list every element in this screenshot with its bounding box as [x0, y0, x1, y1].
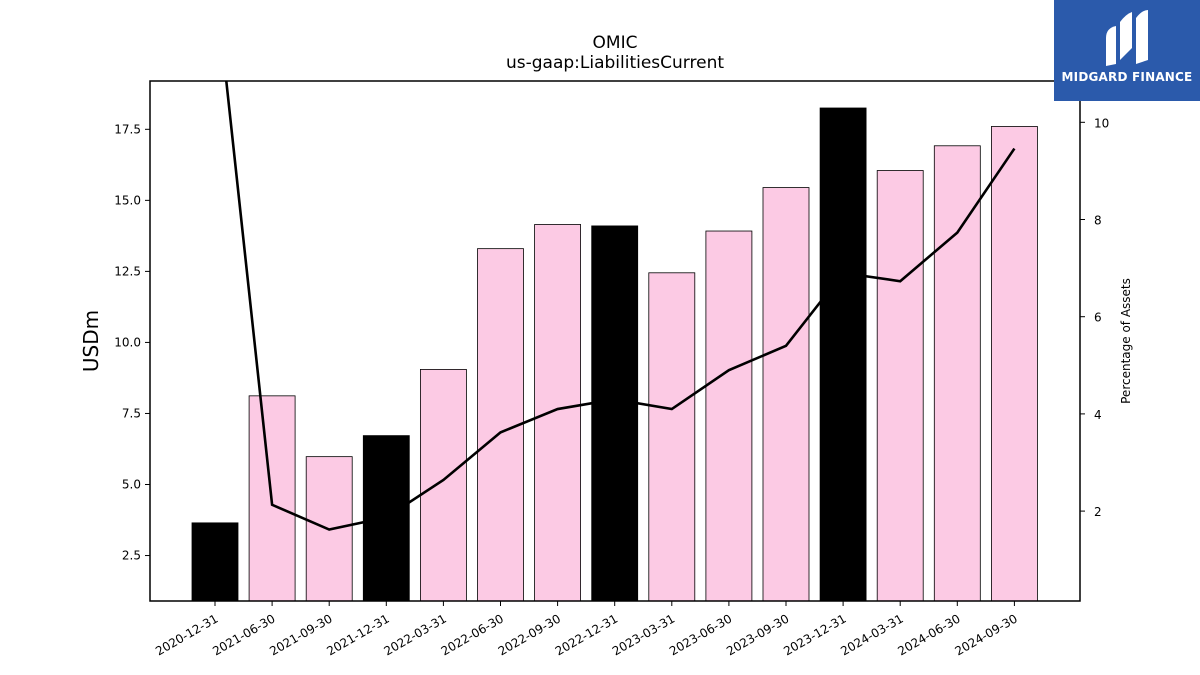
x-tick-label: 2023-09-30 — [724, 611, 791, 658]
y-tick-label: 17.5 — [114, 122, 141, 136]
y-tick-label: 2.5 — [122, 549, 141, 563]
bar-2024-03-31 — [876, 170, 924, 602]
x-tick-label: 2021-09-30 — [267, 611, 334, 658]
x-tick-label: 2022-06-30 — [439, 611, 506, 658]
bar-2024-09-30 — [991, 126, 1038, 602]
bar-2022-09-30 — [534, 224, 581, 602]
bar-2022-12-31 — [591, 225, 639, 602]
y-tick-label: 7.5 — [122, 406, 141, 420]
bar-2023-03-31 — [648, 272, 696, 602]
bar-2023-09-30 — [762, 187, 810, 602]
y-axis-label: USDm — [79, 310, 103, 372]
y2-tick-label: 8 — [1094, 214, 1102, 228]
bar-2023-06-30 — [705, 230, 753, 602]
x-tick-label: 2022-09-30 — [496, 611, 563, 658]
x-tick-label: 2023-12-31 — [781, 611, 848, 658]
y2-tick-label: 10 — [1094, 116, 1109, 130]
x-tick-label: 2022-12-31 — [553, 611, 620, 658]
bar-2024-06-30 — [933, 145, 981, 602]
bar-2020-12-31 — [191, 522, 239, 602]
x-tick-label: 2023-03-31 — [610, 611, 677, 658]
x-tick-label: 2022-03-31 — [381, 611, 448, 658]
chart-title: OMIC — [593, 33, 638, 53]
bar-2023-12-31 — [819, 107, 867, 602]
y-axis-left: 2.5 5.0 7.5 10.0 12.5 15.0 17.5 — [114, 122, 150, 563]
x-tick-label: 2021-06-30 — [210, 611, 277, 658]
y-tick-label: 12.5 — [114, 264, 141, 278]
x-axis: 2020-12-312021-06-302021-09-302021-12-31… — [153, 601, 1020, 658]
percentage-line — [224, 81, 1016, 531]
x-tick-label: 2024-03-31 — [838, 611, 905, 658]
x-tick-label: 2024-09-30 — [952, 611, 1019, 658]
x-tick-label: 2020-12-31 — [153, 611, 220, 658]
brand-logo: MIDGARD FINANCE — [1054, 0, 1200, 101]
y2-tick-label: 4 — [1094, 408, 1102, 422]
bar-2022-03-31 — [419, 369, 467, 602]
y2-axis-label: Percentage of Assets — [1119, 278, 1133, 404]
y-tick-label: 10.0 — [114, 335, 141, 349]
y-axis-right: 2 4 6 8 10 — [1080, 116, 1109, 519]
y-tick-label: 15.0 — [114, 193, 141, 207]
x-tick-label: 2021-12-31 — [324, 611, 391, 658]
x-tick-label: 2023-06-30 — [667, 611, 734, 658]
y2-tick-label: 6 — [1094, 311, 1102, 325]
logo-text: MIDGARD FINANCE — [1061, 70, 1193, 84]
x-tick-label: 2024-06-30 — [895, 611, 962, 658]
line-group — [224, 81, 1016, 531]
chart-subtitle: us-gaap:LiabilitiesCurrent — [506, 53, 724, 73]
y2-tick-label: 2 — [1094, 505, 1102, 519]
logo-mark-icon — [1106, 10, 1148, 66]
bars-group — [191, 107, 1038, 602]
y-tick-label: 5.0 — [122, 477, 141, 491]
